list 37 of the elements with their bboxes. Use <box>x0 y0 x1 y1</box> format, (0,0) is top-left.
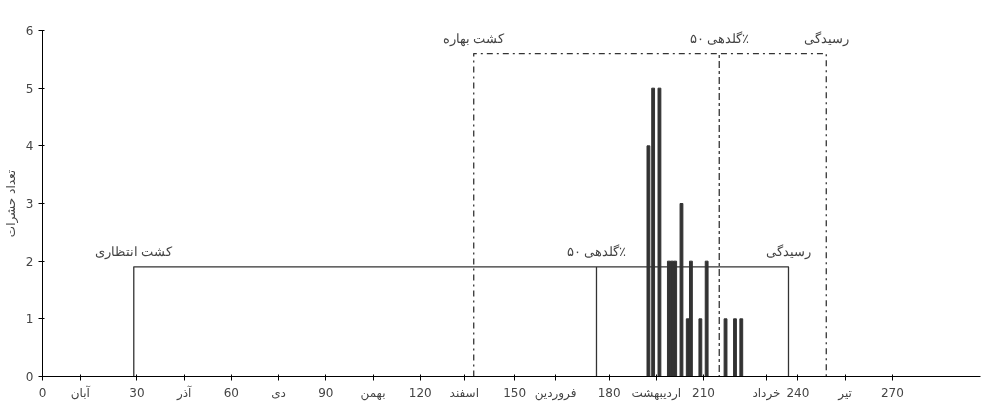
x-tick-label: اسفند <box>449 385 479 400</box>
x-tick-label: آذر <box>175 384 193 401</box>
x-tick-label: 0 <box>38 385 47 400</box>
x-tick-label: 90 <box>318 385 334 400</box>
x-tick-label: آبان <box>70 384 91 400</box>
x-tick-label: تیر <box>837 385 852 401</box>
y-tick-label: 6 <box>25 24 34 38</box>
y-tick-label: 0 <box>25 370 34 384</box>
x-tick-label: 150 <box>503 385 527 400</box>
x-tick-label: 270 <box>880 385 904 400</box>
y-tick-label: 5 <box>25 81 34 96</box>
y-tick-label: 1 <box>25 312 34 327</box>
annotation: کشت انتظاری <box>95 243 174 260</box>
x-tick-label: فروردین <box>534 385 577 401</box>
bar <box>723 318 728 377</box>
y-tick-label: 3 <box>25 197 34 211</box>
annotation: رسیدگی <box>803 30 849 47</box>
x-tick-label: دی <box>271 385 286 400</box>
x-tick-label: 30 <box>129 385 145 400</box>
x-tick-label: 60 <box>223 385 240 400</box>
bar <box>698 318 703 377</box>
x-tick-label: 240 <box>786 385 810 400</box>
annotation: کشت بهاره <box>443 30 506 47</box>
annotation: رسیدگی <box>765 243 811 260</box>
x-tick-label: 210 <box>692 385 715 400</box>
y-axis-title: تعداد حشرات <box>3 169 19 238</box>
x-tick-label: خرداد <box>752 385 781 401</box>
x-tick-label: بهمن <box>360 385 386 401</box>
annotation: گلدهی ۵۰٪ <box>689 30 749 46</box>
y-tick-label: 4 <box>25 139 34 154</box>
bar <box>733 318 737 377</box>
x-tick-label: 180 <box>597 385 621 400</box>
x-tick-label: 120 <box>408 385 432 400</box>
y-tick-label: 2 <box>25 254 34 269</box>
bar <box>739 318 744 377</box>
annotation: گلدهی ۵۰٪ <box>566 243 627 259</box>
x-tick-label: اردیبهشت <box>631 385 682 401</box>
